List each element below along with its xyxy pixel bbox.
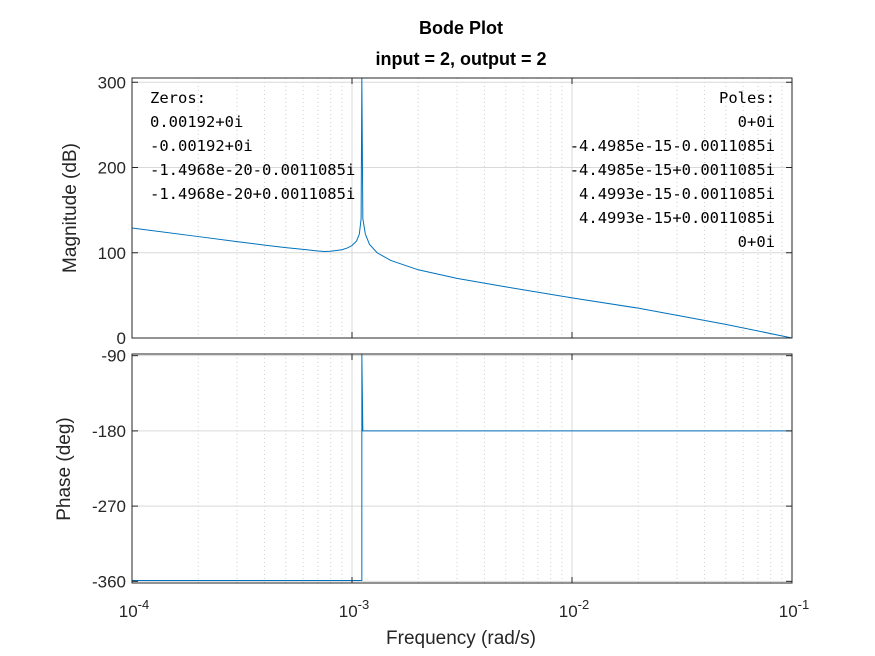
zero-value: -0.00192+0i bbox=[150, 137, 253, 155]
y-tick-label: -90 bbox=[101, 347, 126, 366]
x-axis-label: Frequency (rad/s) bbox=[386, 628, 536, 649]
poles-annotation: Poles: 0+0i -4.4985e-15-0.0011085i -4.49… bbox=[570, 89, 775, 251]
y-tick-label: -270 bbox=[92, 497, 126, 516]
poles-title: Poles: bbox=[719, 89, 775, 107]
phase-ticks: -90 -180 -270 -360 bbox=[92, 347, 793, 591]
y-tick-label: 300 bbox=[98, 73, 126, 92]
y-tick-label: 0 bbox=[117, 329, 126, 348]
phase-series-line bbox=[132, 353, 792, 581]
x-tick-labels: 10-4 10-3 10-2 10-1 bbox=[119, 597, 809, 621]
phase-panel: -90 -180 -270 -360 Phase (deg) bbox=[54, 347, 793, 591]
pole-value: 4.4993e-15-0.0011085i bbox=[579, 185, 775, 203]
x-tick-label: 10-3 bbox=[339, 597, 369, 621]
x-tick-label: 10-4 bbox=[119, 597, 149, 621]
zero-value: -1.4968e-20+0.0011085i bbox=[150, 185, 355, 203]
y-tick-label: -360 bbox=[92, 572, 126, 591]
y-tick-label: 200 bbox=[98, 159, 126, 178]
zero-value: 0.00192+0i bbox=[150, 113, 243, 131]
chart-subtitle: input = 2, output = 2 bbox=[376, 49, 547, 69]
y-tick-label: -180 bbox=[92, 422, 126, 441]
magnitude-ticks: 0 100 200 300 bbox=[98, 73, 793, 348]
zero-value: -1.4968e-20-0.0011085i bbox=[150, 161, 355, 179]
phase-axes-box bbox=[131, 353, 793, 584]
y-tick-label: 100 bbox=[98, 244, 126, 263]
phase-plot-area bbox=[132, 354, 792, 583]
x-tick-label: 10-2 bbox=[559, 597, 589, 621]
phase-ylabel: Phase (deg) bbox=[54, 417, 75, 521]
magnitude-ylabel: Magnitude (dB) bbox=[60, 143, 81, 273]
magnitude-series-line bbox=[131, 77, 793, 339]
x-tick-label: 10-1 bbox=[779, 597, 809, 621]
chart-title: Bode Plot bbox=[419, 18, 503, 38]
magnitude-panel: 0 100 200 300 Magnitude (dB) Zeros: 0.00192… bbox=[60, 73, 793, 348]
zeros-title: Zeros: bbox=[150, 89, 206, 107]
magnitude-axes-box bbox=[131, 77, 793, 339]
magnitude-grid bbox=[132, 78, 792, 338]
zeros-annotation: Zeros: 0.00192+0i -0.00192+0i -1.4968e-2… bbox=[150, 89, 355, 203]
pole-value: -4.4985e-15+0.0011085i bbox=[570, 161, 775, 179]
pole-value: 4.4993e-15+0.0011085i bbox=[579, 209, 775, 227]
pole-value: 0+0i bbox=[738, 233, 775, 251]
pole-value: -4.4985e-15-0.0011085i bbox=[570, 137, 775, 155]
pole-value: 0+0i bbox=[738, 113, 775, 131]
magnitude-plot-area bbox=[132, 78, 792, 338]
